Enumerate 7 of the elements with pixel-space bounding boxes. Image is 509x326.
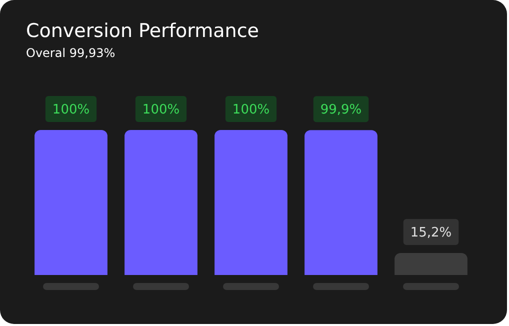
data-label: 100% <box>142 102 180 118</box>
chart-title: Conversion Performance <box>26 20 259 42</box>
chart-subtitle: Overal 99,93% <box>26 46 116 60</box>
data-label: 100% <box>52 102 90 118</box>
data-label: 99,9% <box>320 102 362 118</box>
data-label: 100% <box>232 102 270 118</box>
data-label: 15,2% <box>410 225 452 240</box>
